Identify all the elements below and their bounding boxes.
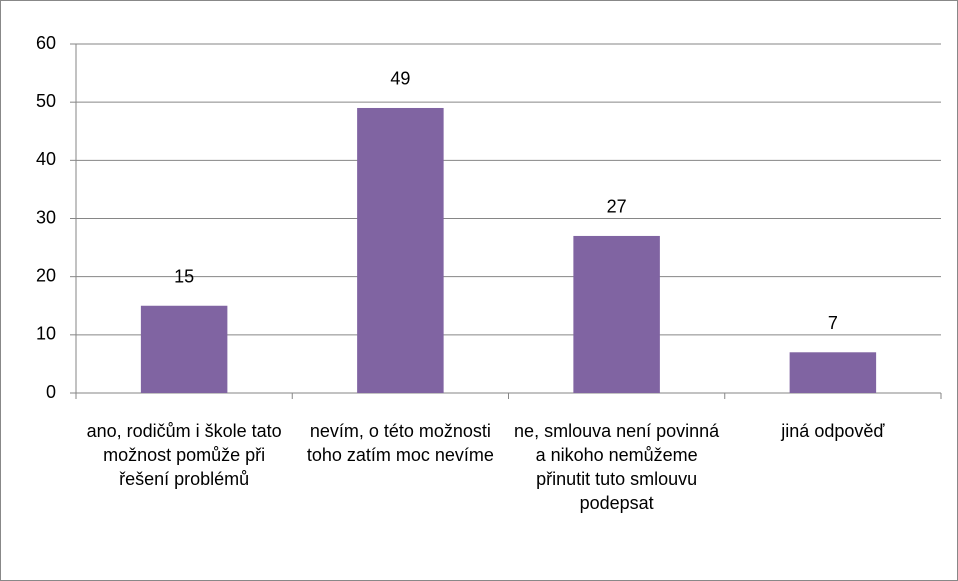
y-tick-label: 60 [36, 33, 56, 53]
x-tick-label: jiná odpověď [781, 421, 885, 441]
y-tick-label: 30 [36, 207, 56, 227]
x-tick-label: ne, smlouva není povinná a nikoho nemůže… [514, 421, 720, 513]
data-label: 15 [174, 267, 194, 287]
data-label: 7 [828, 313, 838, 333]
data-label: 49 [390, 69, 410, 89]
bar [789, 352, 877, 393]
y-tick-label: 50 [36, 91, 56, 111]
bar [140, 305, 228, 393]
y-tick-label: 20 [36, 265, 56, 285]
x-tick-label: nevím, o této možnosti toho zatím moc ne… [306, 421, 494, 465]
bar [573, 235, 660, 393]
data-label: 27 [607, 197, 627, 217]
x-tick-label: ano, rodičům i škole tato možnost pomůže… [86, 421, 282, 489]
bar [357, 107, 444, 393]
y-tick-label: 0 [46, 382, 56, 402]
y-tick-label: 40 [36, 149, 56, 169]
y-tick-label: 10 [36, 324, 56, 344]
